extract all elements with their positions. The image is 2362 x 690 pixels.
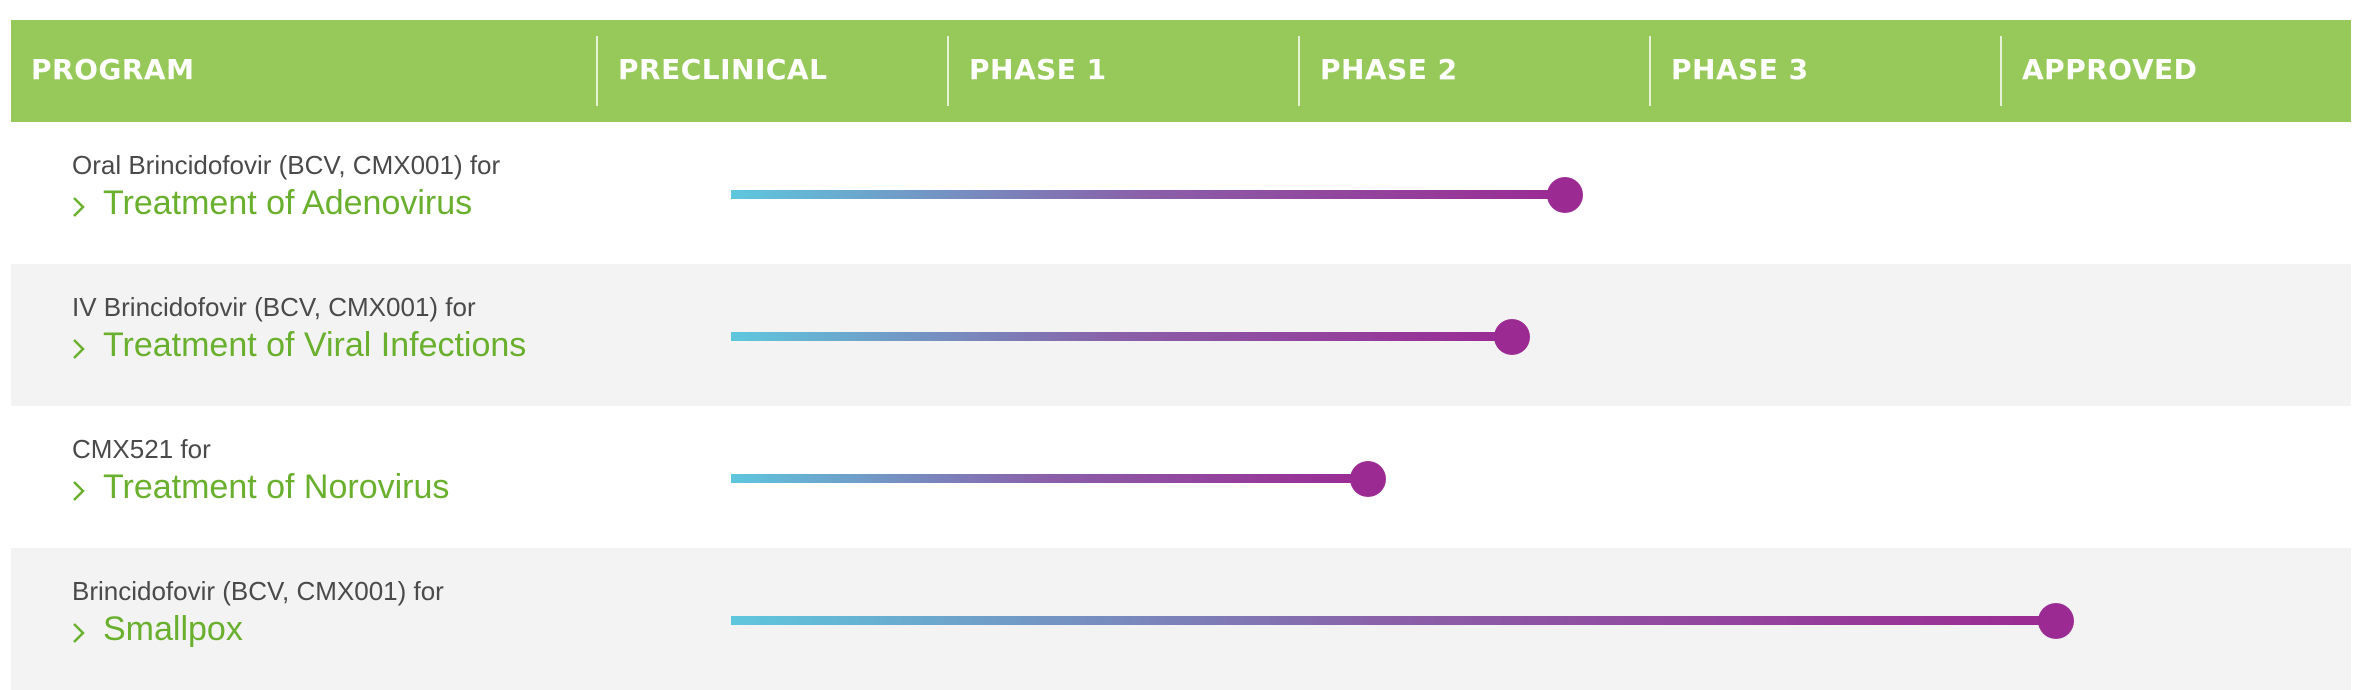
program-title-link[interactable]: Treatment of Viral Infections	[103, 326, 527, 364]
header-phase-1: PHASE 1	[947, 36, 1298, 106]
header-approved-label: APPROVED	[2022, 53, 2198, 86]
pipeline-row[interactable]: CMX521 for Treatment of Norovirus	[11, 406, 2351, 548]
program-title-link[interactable]: Treatment of Norovirus	[103, 468, 450, 506]
pipeline-table: PROGRAM PRECLINICAL PHASE 1 PHASE 2 PHAS…	[11, 20, 2351, 690]
header-preclinical: PRECLINICAL	[596, 36, 947, 106]
progress-marker	[1546, 177, 1583, 213]
program-subtitle: CMX521 for	[72, 434, 211, 464]
pipeline-row[interactable]: Brincidofovir (BCV, CMX001) for Smallpox	[11, 548, 2351, 690]
header-preclinical-label: PRECLINICAL	[618, 53, 828, 86]
program-title-link[interactable]: Treatment of Adenovirus	[103, 184, 473, 222]
chevron-right-icon[interactable]	[72, 476, 86, 506]
progress-bar	[731, 190, 1565, 199]
chevron-right-icon[interactable]	[72, 334, 86, 364]
header-phase-3: PHASE 3	[1649, 36, 2000, 106]
progress-bar	[731, 474, 1369, 483]
program-subtitle: Brincidofovir (BCV, CMX001) for	[72, 576, 444, 606]
header-phase-3-label: PHASE 3	[1671, 53, 1809, 86]
program-subtitle: IV Brincidofovir (BCV, CMX001) for	[72, 292, 476, 322]
pipeline-row[interactable]: IV Brincidofovir (BCV, CMX001) for Treat…	[11, 264, 2351, 406]
progress-marker	[1494, 319, 1531, 355]
chevron-right-icon[interactable]	[72, 618, 86, 648]
header-phase-2-label: PHASE 2	[1320, 53, 1458, 86]
progress-marker	[1350, 461, 1387, 497]
chevron-right-icon[interactable]	[72, 192, 86, 222]
progress-marker	[2038, 603, 2075, 639]
program-subtitle: Oral Brincidofovir (BCV, CMX001) for	[72, 150, 501, 180]
progress-bar	[731, 616, 2057, 625]
program-title-link[interactable]: Smallpox	[103, 610, 243, 648]
header-program: PROGRAM	[11, 20, 596, 122]
header-program-label: PROGRAM	[31, 53, 195, 86]
pipeline-header: PROGRAM PRECLINICAL PHASE 1 PHASE 2 PHAS…	[11, 20, 2351, 122]
pipeline-row[interactable]: Oral Brincidofovir (BCV, CMX001) for Tre…	[11, 122, 2351, 264]
header-phase-2: PHASE 2	[1298, 36, 1649, 106]
header-phase-1-label: PHASE 1	[969, 53, 1107, 86]
header-approved: APPROVED	[2000, 36, 2351, 106]
progress-bar	[731, 332, 1513, 341]
